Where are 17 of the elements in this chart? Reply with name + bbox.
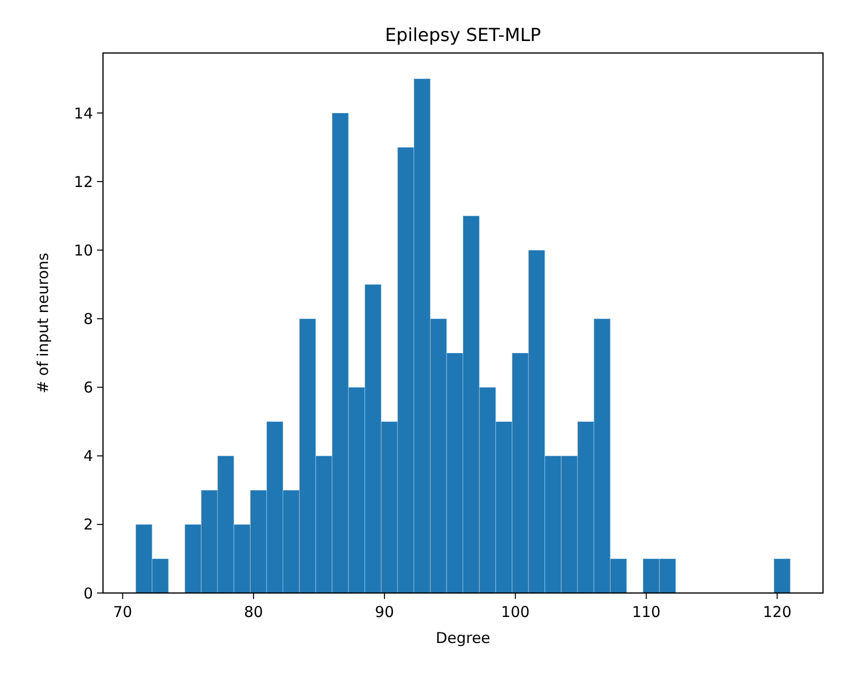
x-tick-label: 100	[501, 603, 530, 621]
y-tick-label: 4	[83, 447, 93, 466]
x-tick-label: 80	[244, 603, 264, 621]
y-tick-label: 6	[83, 378, 93, 397]
x-tick-label: 110	[632, 603, 661, 621]
y-tick-label: 12	[74, 172, 93, 191]
x-tick-label: 70	[113, 603, 132, 621]
chart-title: Epilepsy SET-MLP	[384, 25, 542, 46]
y-tick-label: 14	[74, 104, 93, 122]
y-tick-label: 10	[74, 241, 93, 260]
x-tick-label: 120	[762, 603, 792, 621]
x-tick-label: 90	[374, 603, 394, 621]
y-tick-label: 0	[83, 584, 93, 602]
y-tick-label: 8	[83, 310, 93, 328]
y-tick-label: 2	[83, 516, 93, 534]
y-axis-title: # of input neurons	[34, 252, 52, 394]
x-axis-title: Degree	[436, 629, 490, 647]
